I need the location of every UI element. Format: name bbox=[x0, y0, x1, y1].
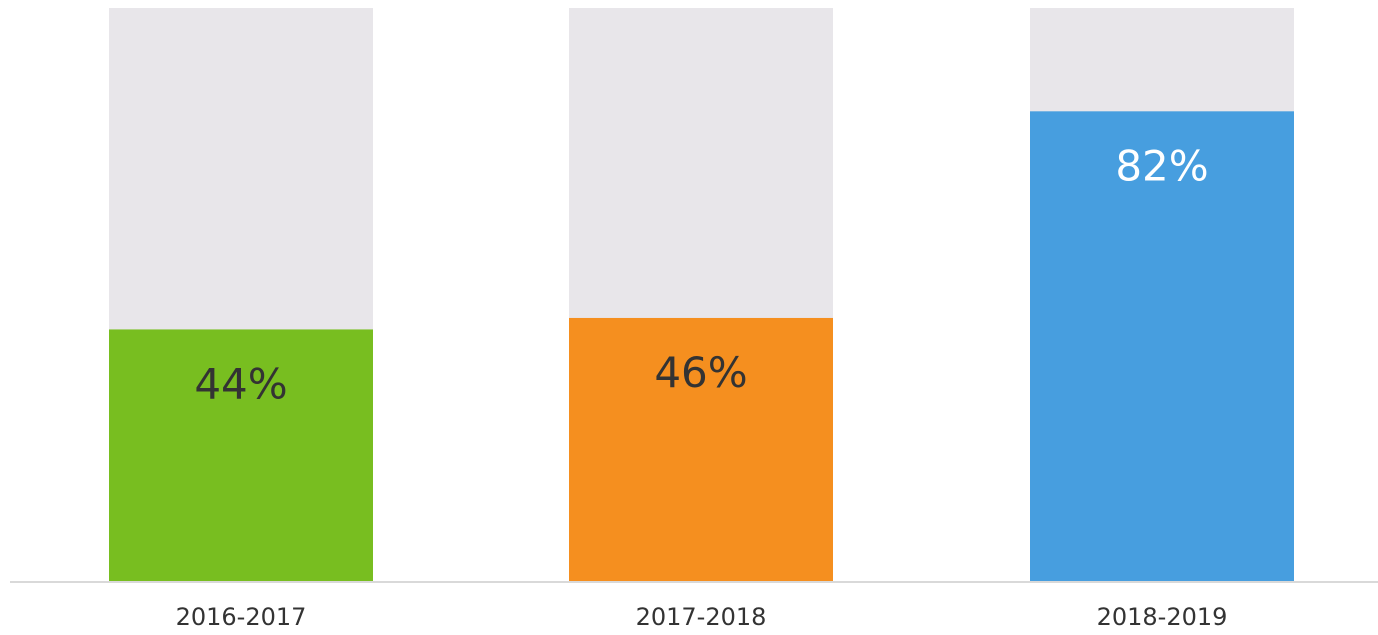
labels-layer: 44% 46% 82% bbox=[194, 141, 1208, 408]
data-label-2017-2018: 46% bbox=[654, 348, 747, 397]
bar-2017-2018 bbox=[569, 317, 833, 582]
data-label-2018-2019: 82% bbox=[1115, 141, 1208, 190]
x-tick-labels: 2016-2017 2017-2018 2018-2019 bbox=[176, 603, 1228, 631]
bars-layer bbox=[109, 8, 1294, 582]
x-tick-label-2016-2017: 2016-2017 bbox=[176, 603, 307, 631]
x-tick-label-2018-2019: 2018-2019 bbox=[1097, 603, 1228, 631]
bar-2018-2019 bbox=[1030, 111, 1294, 582]
bar-2016-2017 bbox=[109, 329, 373, 582]
x-tick-label-2017-2018: 2017-2018 bbox=[636, 603, 767, 631]
data-label-2016-2017: 44% bbox=[194, 359, 287, 408]
